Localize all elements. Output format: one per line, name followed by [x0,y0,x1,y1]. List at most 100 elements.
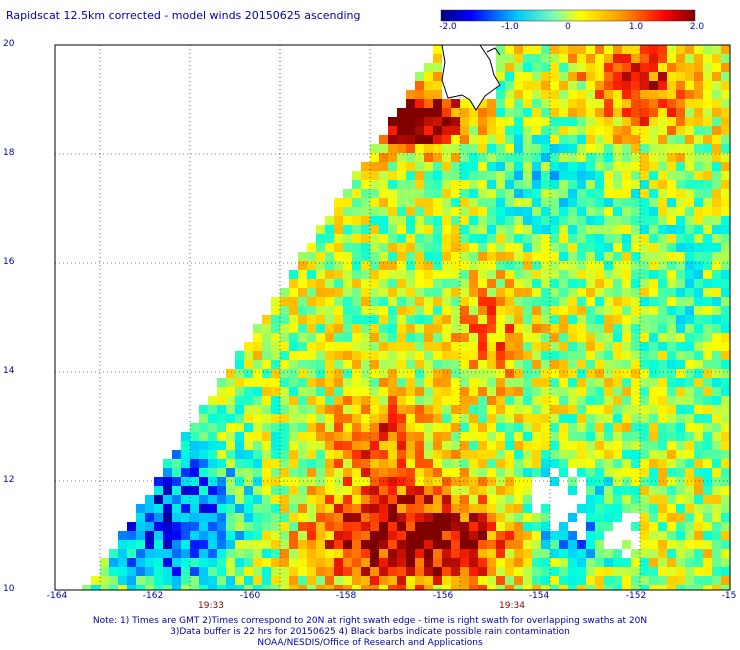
wind-cell [514,252,523,261]
wind-cell [649,171,658,180]
wind-cell [451,234,460,243]
wind-cell [289,486,298,495]
wind-cell [541,351,550,360]
wind-cell [469,342,478,351]
wind-cell [721,369,730,378]
wind-cell [370,243,379,252]
wind-cell [514,576,523,585]
lat-tick-label: 10 [3,584,15,594]
wind-cell [442,432,451,441]
wind-cell [595,135,604,144]
wind-cell [505,333,514,342]
wind-cell [442,153,451,162]
wind-cell [379,234,388,243]
wind-cell [370,144,379,153]
wind-cell [469,162,478,171]
wind-cell [289,423,298,432]
wind-cell [622,108,631,117]
wind-cell [640,153,649,162]
wind-cell [550,360,559,369]
wind-cell [613,243,622,252]
wind-cell [442,351,451,360]
wind-cell [451,567,460,576]
wind-cell [604,558,613,567]
wind-cell [460,441,469,450]
wind-cell [262,324,271,333]
wind-cell [541,135,550,144]
wind-cell [595,216,604,225]
wind-cell [676,63,685,72]
wind-cell [397,135,406,144]
wind-cell [253,450,262,459]
wind-cell [316,297,325,306]
wind-cell [703,45,712,54]
wind-cell [469,234,478,243]
lat-lon-grid [55,45,731,590]
wind-cell [199,477,208,486]
wind-cell [586,252,595,261]
wind-cell [253,522,262,531]
wind-cell [559,135,568,144]
wind-cell [667,549,676,558]
wind-cell [397,252,406,261]
wind-cell [541,180,550,189]
wind-cell [541,414,550,423]
wind-cell [658,126,667,135]
wind-cell [424,558,433,567]
wind-cell [325,288,334,297]
wind-cell [307,387,316,396]
wind-cell [523,297,532,306]
wind-cell [181,495,190,504]
wind-cell [631,270,640,279]
wind-cell [262,378,271,387]
wind-cell [181,441,190,450]
wind-cell [523,450,532,459]
wind-cell [370,387,379,396]
wind-cell [649,90,658,99]
wind-cell [550,189,559,198]
wind-cell [559,558,568,567]
wind-cell [388,225,397,234]
wind-cell [397,441,406,450]
wind-cell [658,162,667,171]
wind-cell [217,441,226,450]
wind-cell [433,117,442,126]
wind-cell [469,423,478,432]
wind-cell [685,405,694,414]
wind-cell [514,288,523,297]
wind-cell [703,468,712,477]
wind-cell [262,441,271,450]
wind-cell [388,279,397,288]
wind-cell [271,450,280,459]
wind-cell [361,414,370,423]
wind-cell [298,450,307,459]
wind-cell [379,288,388,297]
wind-cell [523,162,532,171]
wind-cell [577,63,586,72]
wind-cell [343,270,352,279]
wind-cell [100,567,109,576]
wind-cell [604,207,613,216]
wind-cell [361,216,370,225]
wind-cell [676,45,685,54]
wind-cell [271,477,280,486]
wind-cell [442,513,451,522]
wind-cell [91,576,100,585]
wind-cell [496,441,505,450]
wind-cell [352,306,361,315]
wind-cell [685,576,694,585]
wind-cell [541,405,550,414]
wind-cell [703,441,712,450]
wind-cell [415,558,424,567]
wind-cell [721,405,730,414]
wind-cell [667,234,676,243]
wind-cell [460,477,469,486]
wind-cell [307,297,316,306]
wind-cell [505,306,514,315]
wind-cell [433,369,442,378]
wind-cell [388,468,397,477]
wind-cell [487,495,496,504]
wind-cell [424,252,433,261]
wind-cell [568,90,577,99]
wind-cell [640,144,649,153]
